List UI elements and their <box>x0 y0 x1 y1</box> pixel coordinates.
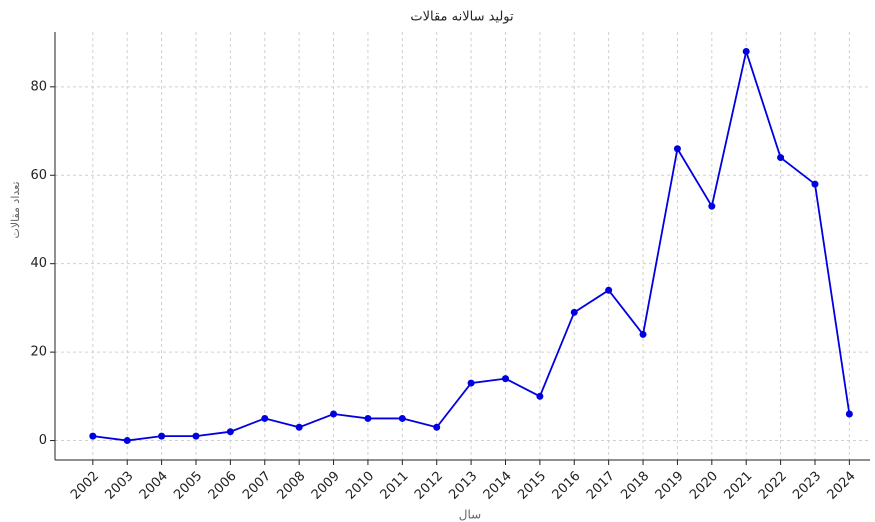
y-tick-label: 60 <box>30 168 47 183</box>
x-tick-label: 2024 <box>825 469 859 503</box>
x-tick-label: 2002 <box>68 469 102 503</box>
point <box>536 392 544 400</box>
point <box>742 47 750 55</box>
point <box>295 423 303 431</box>
x-tick-label: 2009 <box>309 469 343 503</box>
point <box>364 414 372 422</box>
point <box>158 432 166 440</box>
y-tick-label: 0 <box>39 433 47 448</box>
point <box>708 202 716 210</box>
y-tick-label: 20 <box>30 345 47 360</box>
x-tick-label: 2013 <box>446 469 480 503</box>
point <box>123 437 131 445</box>
point <box>811 180 819 188</box>
point <box>261 414 269 422</box>
point <box>192 432 200 440</box>
point <box>398 414 406 422</box>
point <box>845 410 853 418</box>
point <box>605 286 613 294</box>
x-tick-label: 2008 <box>274 469 308 503</box>
x-tick-label: 2019 <box>653 469 687 503</box>
x-tick-label: 2021 <box>721 469 755 503</box>
point <box>501 375 509 383</box>
point <box>570 308 578 316</box>
point <box>330 410 338 418</box>
x-tick-label: 2020 <box>687 469 721 503</box>
x-tick-label: 2017 <box>584 469 618 503</box>
point <box>639 330 647 338</box>
x-tick-label: 2007 <box>240 469 274 503</box>
x-tick-label: 2006 <box>206 469 240 503</box>
point <box>226 428 234 436</box>
x-tick-label: 2015 <box>515 469 549 503</box>
point <box>673 145 681 153</box>
x-tick-label: 2005 <box>171 469 205 503</box>
x-tick-label: 2011 <box>378 469 412 503</box>
y-axis-label: تعداد مقالات <box>9 181 22 238</box>
chart-title: تولید سالانه مقالات <box>410 10 514 25</box>
point <box>777 154 785 162</box>
y-tick-label: 40 <box>30 256 47 271</box>
x-tick-label: 2004 <box>137 469 171 503</box>
y-tick-label: 80 <box>30 79 47 94</box>
point <box>433 423 441 431</box>
x-tick-label: 2014 <box>481 469 515 503</box>
point <box>467 379 475 387</box>
x-tick-label: 2023 <box>790 469 824 503</box>
x-tick-label: 2018 <box>618 469 652 503</box>
x-tick-label: 2003 <box>103 469 137 503</box>
x-axis-label: سال <box>459 508 481 522</box>
x-tick-label: 2010 <box>343 469 377 503</box>
x-tick-label: 2012 <box>412 469 446 503</box>
x-tick-label: 2016 <box>550 469 584 503</box>
point <box>89 432 97 440</box>
x-tick-label: 2022 <box>756 469 790 503</box>
